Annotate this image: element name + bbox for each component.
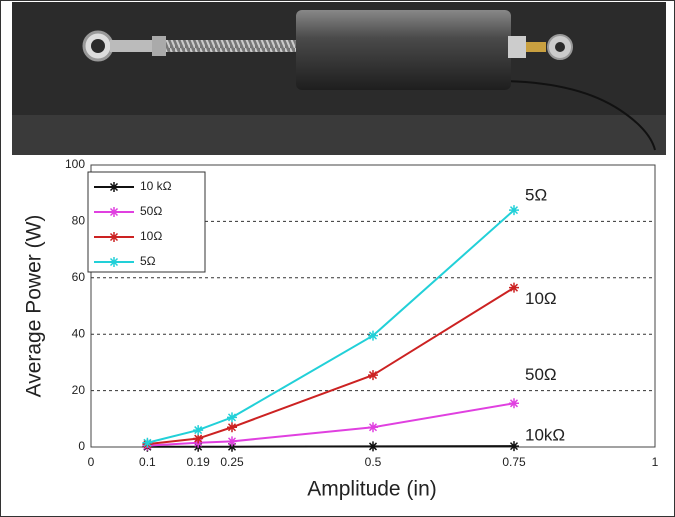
spring (166, 40, 296, 52)
legend-marker (109, 182, 119, 192)
y-tick-label: 100 (65, 157, 85, 171)
x-axis-label: Amplitude (in) (307, 478, 437, 501)
annotation: 5Ω (525, 186, 547, 205)
y-tick-label: 20 (72, 383, 86, 397)
y-tick-label: 60 (72, 270, 86, 284)
x-tick-label: 1 (652, 455, 659, 469)
rod-left (110, 40, 155, 52)
point-marker (509, 441, 519, 452)
rod-eye-right (555, 42, 565, 52)
x-tick-label: 0 (88, 455, 95, 469)
y-tick-label: 80 (72, 214, 86, 228)
annotation: 10Ω (525, 289, 557, 308)
point-marker (142, 437, 153, 448)
y-tick-label: 40 (72, 326, 86, 340)
point-marker (509, 282, 519, 293)
annotation: 10kΩ (525, 426, 565, 445)
cylinder (296, 10, 511, 90)
legend-marker (109, 232, 119, 242)
legend-label: 50Ω (140, 204, 162, 218)
legend-marker (109, 257, 119, 267)
rod-right (526, 42, 546, 52)
x-tick-label: 0.19 (186, 455, 210, 469)
point-marker (368, 330, 378, 341)
photo (12, 2, 666, 155)
legend-label: 10 kΩ (140, 179, 172, 193)
point-marker (227, 412, 237, 423)
legend-box (87, 171, 206, 273)
point-marker (193, 433, 204, 444)
x-tick-label: 0.25 (220, 455, 244, 469)
point-marker (227, 422, 237, 433)
photo-floor (12, 115, 666, 155)
x-tick-label: 0.1 (139, 455, 156, 469)
point-marker (227, 441, 237, 452)
legend-marker (109, 207, 119, 217)
legend-label: 10Ω (140, 229, 162, 243)
x-tick-label: 0.5 (365, 455, 382, 469)
legend-label: 5Ω (140, 254, 156, 268)
y-axis-label: Average Power (W) (23, 215, 46, 398)
y-tick-label: 0 (78, 439, 85, 453)
annotation: 50Ω (525, 365, 557, 384)
point-marker (193, 425, 204, 436)
point-marker (368, 370, 378, 381)
point-marker (227, 436, 237, 447)
rod-eye-left (91, 39, 105, 53)
point-marker (509, 398, 519, 409)
point-marker (368, 441, 378, 452)
end-cap (508, 36, 526, 58)
point-marker (509, 205, 519, 216)
x-tick-label: 0.75 (502, 455, 526, 469)
point-marker (368, 422, 378, 433)
nut (152, 36, 166, 56)
